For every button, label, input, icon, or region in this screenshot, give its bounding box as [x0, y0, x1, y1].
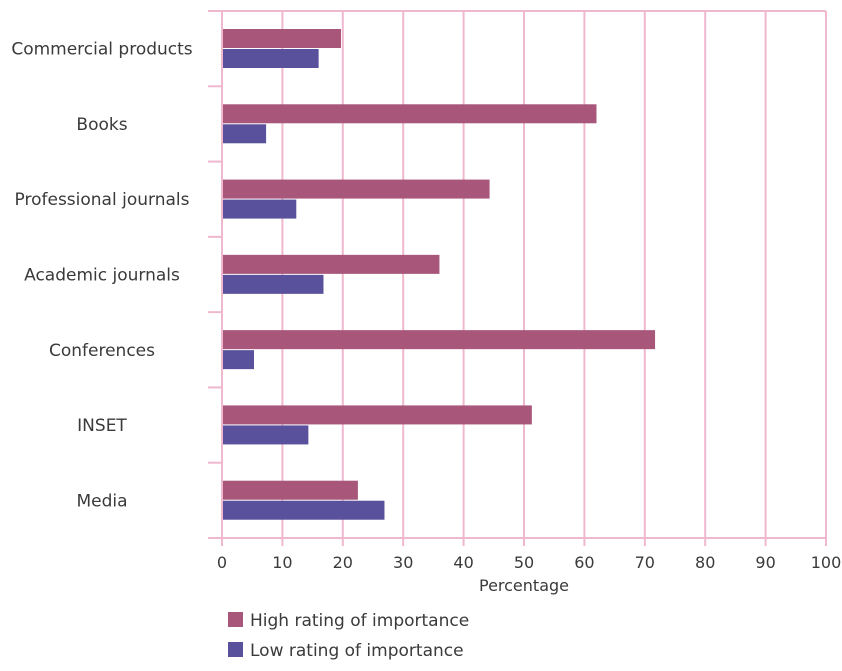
- grid: [221, 11, 827, 538]
- x-tick-label-0: 0: [217, 553, 227, 572]
- bar-low-3: [223, 274, 324, 294]
- x-tick-label-70: 70: [635, 553, 655, 572]
- category-label-6: Media: [76, 491, 127, 511]
- bar-high-4: [223, 330, 656, 350]
- legend: High rating of importance Low rating of …: [228, 611, 469, 661]
- bar-low-4: [223, 350, 255, 370]
- legend-label-high: High rating of importance: [250, 611, 469, 631]
- bar-low-5: [223, 425, 309, 445]
- x-tick-label-40: 40: [453, 553, 473, 572]
- bars: [223, 29, 656, 520]
- x-tick-label-100: 100: [811, 553, 842, 572]
- x-tick-label-60: 60: [574, 553, 594, 572]
- labels: 0 10 20 30 40 50 60 70 80 90 100 Commercial product…: [11, 40, 841, 572]
- category-label-1: Books: [76, 115, 127, 135]
- x-tick-label-50: 50: [514, 553, 534, 572]
- bar-high-3: [223, 254, 440, 274]
- bar-high-1: [223, 104, 597, 124]
- x-tick-label-10: 10: [272, 553, 292, 572]
- category-label-0: Commercial products: [11, 40, 192, 60]
- bar-high-6: [223, 480, 358, 500]
- legend-swatch-high: [228, 612, 243, 627]
- category-label-4: Conferences: [49, 341, 155, 361]
- bar-low-6: [223, 500, 385, 520]
- x-tick-label-80: 80: [695, 553, 715, 572]
- bar-high-0: [223, 29, 341, 48]
- x-tick-label-90: 90: [755, 553, 775, 572]
- legend-swatch-low: [228, 642, 243, 657]
- bar-low-2: [223, 199, 297, 219]
- x-tick-label-20: 20: [333, 553, 353, 572]
- x-axis-title: Percentage: [479, 576, 569, 595]
- bar-high-5: [223, 405, 532, 425]
- bar-high-2: [223, 179, 490, 199]
- axes: [208, 10, 827, 546]
- bar-low-0: [223, 49, 319, 68]
- category-label-5: INSET: [77, 416, 127, 436]
- legend-label-low: Low rating of importance: [250, 641, 464, 661]
- category-label-2: Professional journals: [15, 190, 190, 210]
- x-tick-label-30: 30: [393, 553, 413, 572]
- bar-low-1: [223, 124, 267, 144]
- category-label-3: Academic journals: [24, 266, 180, 286]
